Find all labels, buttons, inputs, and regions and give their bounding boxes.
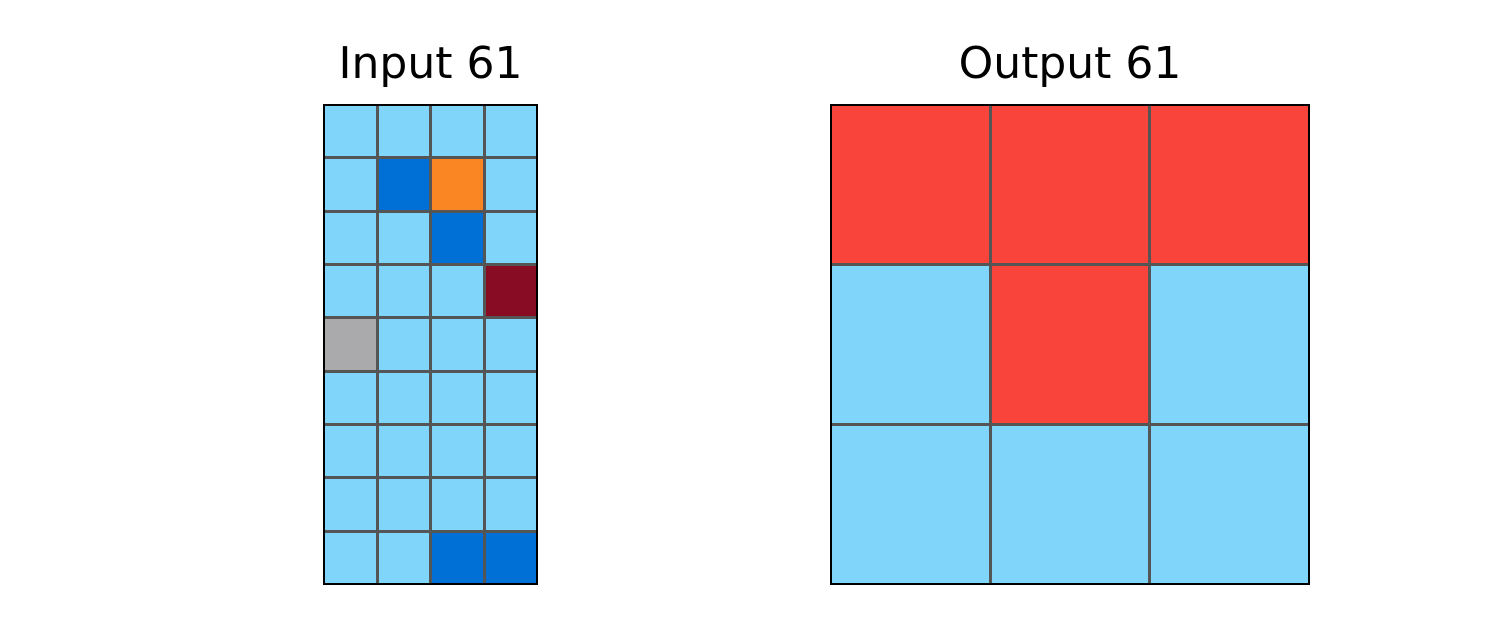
input-grid-cell [378,372,429,423]
input-grid [323,104,538,585]
input-grid-cell [325,159,376,210]
output-grid-cell [1151,426,1308,583]
input-grid-cell [432,159,483,210]
input-grid-cell [325,319,376,370]
output-grid-cell [991,266,1149,423]
input-grid-title: Input 61 [338,38,523,89]
input-grid-cell [485,372,536,423]
input-grid-cell [325,479,376,530]
output-grid-cell [1151,266,1308,423]
input-grid-cell [325,265,376,317]
input-grid-cell [432,212,483,263]
input-grid-cell [325,106,376,157]
input-grid-cell [325,212,376,263]
input-grid-cell [378,265,429,317]
input-grid-cell [432,106,483,157]
input-grid-cell [378,532,429,583]
input-grid-cell [485,212,536,263]
input-grid-cell [432,425,483,477]
input-grid-cell [378,159,429,210]
input-grid-cell [485,159,536,210]
output-grid-cell [991,106,1149,263]
input-grid-cell [325,532,376,583]
input-grid-cell [485,319,536,370]
input-grid-cell [485,265,536,317]
input-grid-cell [378,479,429,530]
input-grid-cell [378,425,429,477]
output-grid-cell [832,106,989,263]
output-grid-cell [991,426,1149,583]
input-grid-cell [432,265,483,317]
output-grid-cell [832,266,989,423]
input-grid-cell [325,372,376,423]
input-grid-cell [378,106,429,157]
input-grid-cell [432,319,483,370]
input-grid-cell [485,479,536,530]
input-grid-cell [485,106,536,157]
input-grid-cell [378,212,429,263]
input-grid-cell [432,479,483,530]
output-grid-cell [832,426,989,583]
input-grid-cell [432,372,483,423]
input-grid-cell [378,319,429,370]
output-grid [830,104,1310,585]
output-grid-cell [1151,106,1308,263]
input-grid-cell [432,532,483,583]
output-grid-title: Output 61 [958,38,1182,89]
input-grid-cell [325,425,376,477]
input-grid-cell [485,532,536,583]
input-grid-cell [485,425,536,477]
